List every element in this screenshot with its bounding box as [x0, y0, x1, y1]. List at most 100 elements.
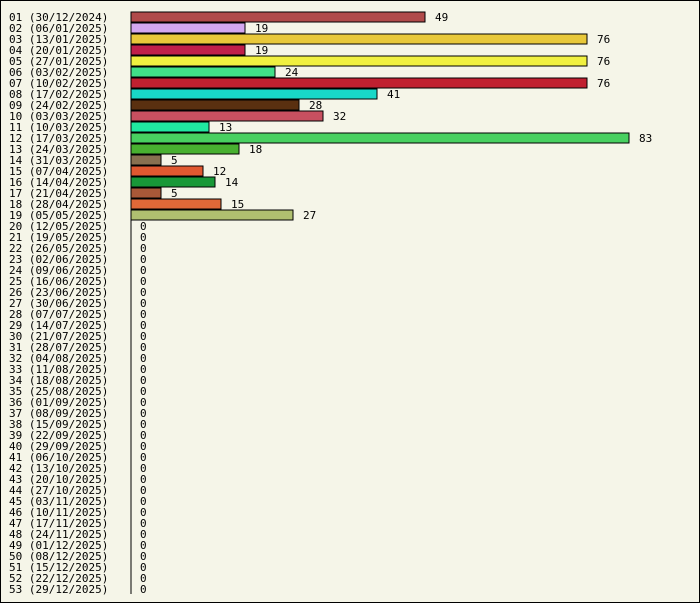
value-label: 0	[140, 440, 147, 453]
bar	[130, 121, 210, 133]
value-label: 19	[255, 44, 268, 57]
category-label: 31 (28/07/2025)	[9, 341, 108, 354]
value-label: 0	[140, 264, 147, 277]
value-label: 0	[140, 550, 147, 563]
bar	[130, 99, 300, 111]
bar	[130, 132, 630, 144]
category-label: 12 (17/03/2025)	[9, 132, 108, 145]
category-label: 27 (30/06/2025)	[9, 297, 108, 310]
category-label: 53 (29/12/2025)	[9, 583, 108, 596]
bar	[130, 154, 162, 166]
value-label: 0	[140, 385, 147, 398]
category-label: 37 (08/09/2025)	[9, 407, 108, 420]
value-label: 0	[140, 352, 147, 365]
value-label: 0	[140, 319, 147, 332]
category-label: 43 (20/10/2025)	[9, 473, 108, 486]
value-label: 0	[140, 363, 147, 376]
category-label: 06 (03/02/2025)	[9, 66, 108, 79]
value-label: 0	[140, 583, 147, 596]
value-label: 13	[219, 121, 232, 134]
category-label: 34 (18/08/2025)	[9, 374, 108, 387]
bar	[130, 187, 162, 199]
value-label: 0	[140, 473, 147, 486]
value-label: 18	[249, 143, 262, 156]
bar	[130, 77, 588, 89]
category-label: 41 (06/10/2025)	[9, 451, 108, 464]
category-label: 42 (13/10/2025)	[9, 462, 108, 475]
category-label: 17 (21/04/2025)	[9, 187, 108, 200]
value-label: 0	[140, 506, 147, 519]
category-label: 29 (14/07/2025)	[9, 319, 108, 332]
value-label: 0	[140, 429, 147, 442]
bar	[130, 209, 294, 221]
category-label: 44 (27/10/2025)	[9, 484, 108, 497]
bar	[130, 165, 204, 177]
value-label: 0	[140, 451, 147, 464]
value-label: 83	[639, 132, 652, 145]
category-label: 49 (01/12/2025)	[9, 539, 108, 552]
value-label: 0	[140, 484, 147, 497]
category-label: 46 (10/11/2025)	[9, 506, 108, 519]
category-label: 33 (11/08/2025)	[9, 363, 108, 376]
value-label: 0	[140, 231, 147, 244]
value-label: 14	[225, 176, 239, 189]
bar	[130, 33, 588, 45]
value-label: 0	[140, 561, 147, 574]
category-label: 03 (13/01/2025)	[9, 33, 108, 46]
category-label: 02 (06/01/2025)	[9, 22, 108, 35]
category-label: 13 (24/03/2025)	[9, 143, 108, 156]
category-label: 47 (17/11/2025)	[9, 517, 108, 530]
category-label: 36 (01/09/2025)	[9, 396, 108, 409]
category-label: 40 (29/09/2025)	[9, 440, 108, 453]
category-label: 04 (20/01/2025)	[9, 44, 108, 57]
category-label: 52 (22/12/2025)	[9, 572, 108, 585]
value-label: 0	[140, 462, 147, 475]
category-label: 11 (10/03/2025)	[9, 121, 108, 134]
bar	[130, 55, 588, 67]
bar	[130, 22, 246, 34]
category-label: 35 (25/08/2025)	[9, 385, 108, 398]
category-label: 09 (24/02/2025)	[9, 99, 108, 112]
category-label: 24 (09/06/2025)	[9, 264, 108, 277]
category-label: 20 (12/05/2025)	[9, 220, 108, 233]
bar	[130, 198, 222, 210]
value-label: 0	[140, 396, 147, 409]
value-label: 41	[387, 88, 400, 101]
category-label: 32 (04/08/2025)	[9, 352, 108, 365]
category-label: 19 (05/05/2025)	[9, 209, 108, 222]
value-label: 0	[140, 220, 147, 233]
value-label: 0	[140, 341, 147, 354]
bar	[130, 88, 378, 100]
value-label: 24	[285, 66, 299, 79]
category-label: 50 (08/12/2025)	[9, 550, 108, 563]
category-label: 45 (03/11/2025)	[9, 495, 108, 508]
value-label: 5	[171, 154, 178, 167]
category-label: 25 (16/06/2025)	[9, 275, 108, 288]
category-label: 48 (24/11/2025)	[9, 528, 108, 541]
value-label: 0	[140, 528, 147, 541]
value-label: 19	[255, 22, 268, 35]
value-label: 0	[140, 253, 147, 266]
value-label: 76	[597, 33, 610, 46]
value-label: 0	[140, 539, 147, 552]
category-label: 10 (03/03/2025)	[9, 110, 108, 123]
bar	[130, 44, 246, 56]
category-label: 23 (02/06/2025)	[9, 253, 108, 266]
category-label: 16 (14/04/2025)	[9, 176, 108, 189]
bar	[130, 110, 324, 122]
value-label: 49	[435, 11, 448, 24]
category-label: 38 (15/09/2025)	[9, 418, 108, 431]
bar	[130, 11, 426, 23]
value-label: 0	[140, 495, 147, 508]
category-label: 30 (21/07/2025)	[9, 330, 108, 343]
category-label: 01 (30/12/2024)	[9, 11, 108, 24]
category-label: 15 (07/04/2025)	[9, 165, 108, 178]
category-label: 26 (23/06/2025)	[9, 286, 108, 299]
value-label: 0	[140, 517, 147, 530]
value-label: 0	[140, 407, 147, 420]
value-label: 15	[231, 198, 244, 211]
value-label: 5	[171, 187, 178, 200]
category-label: 39 (22/09/2025)	[9, 429, 108, 442]
value-label: 12	[213, 165, 226, 178]
